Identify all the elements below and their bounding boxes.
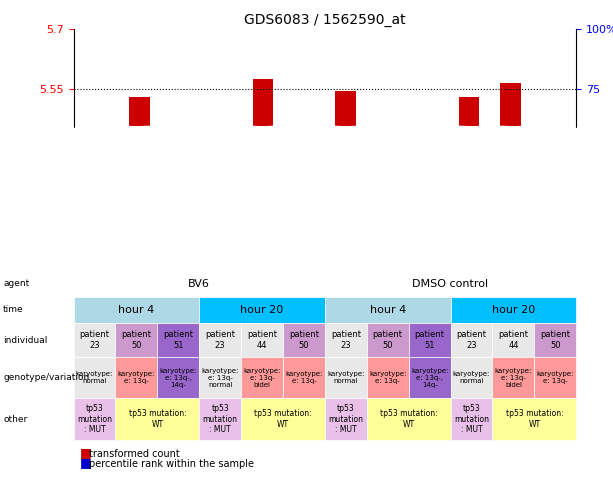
- Bar: [88, 148, 109, 270]
- Text: patient
23: patient 23: [457, 330, 487, 350]
- Text: individual: individual: [3, 336, 47, 344]
- Bar: [211, 184, 232, 270]
- Bar: [541, 174, 562, 270]
- Text: karyotype:
e: 13q-: karyotype: e: 13q-: [536, 371, 574, 384]
- Text: karyotype:
e: 13q-,
14q-: karyotype: e: 13q-, 14q-: [159, 368, 197, 388]
- Text: patient
51: patient 51: [414, 330, 444, 350]
- Text: other: other: [3, 414, 28, 424]
- Text: tp53
mutation
: MUT: tp53 mutation : MUT: [203, 404, 238, 434]
- Text: karyotype:
normal: karyotype: normal: [327, 371, 365, 384]
- Bar: [417, 214, 438, 270]
- Text: patient
23: patient 23: [80, 330, 110, 350]
- Text: patient
50: patient 50: [373, 330, 403, 350]
- Text: tp53
mutation
: MUT: tp53 mutation : MUT: [454, 404, 489, 434]
- Bar: [170, 180, 191, 270]
- Text: karyotype:
e: 13q-
normal: karyotype: e: 13q- normal: [202, 368, 239, 388]
- Text: DMSO control: DMSO control: [413, 279, 489, 288]
- Text: tp53 mutation:
WT: tp53 mutation: WT: [506, 409, 563, 429]
- Title: GDS6083 / 1562590_at: GDS6083 / 1562590_at: [244, 13, 406, 27]
- Text: patient
44: patient 44: [247, 330, 277, 350]
- Text: karyotype:
e: 13q-: karyotype: e: 13q-: [118, 371, 155, 384]
- Text: hour 4: hour 4: [370, 305, 406, 314]
- Text: percentile rank within the sample: percentile rank within the sample: [89, 459, 254, 469]
- Text: patient
23: patient 23: [205, 330, 235, 350]
- Bar: [129, 98, 150, 270]
- Text: karyotype:
e: 13q-: karyotype: e: 13q-: [285, 371, 322, 384]
- Text: tp53
mutation
: MUT: tp53 mutation : MUT: [329, 404, 364, 434]
- Text: karyotype:
e: 13q-,
14q-: karyotype: e: 13q-, 14q-: [411, 368, 448, 388]
- Bar: [294, 224, 314, 270]
- Bar: [335, 91, 356, 270]
- Text: ■: ■: [80, 456, 91, 469]
- Text: BV6: BV6: [188, 279, 210, 288]
- Text: patient
51: patient 51: [163, 330, 193, 350]
- Bar: [500, 83, 520, 270]
- Text: time: time: [3, 305, 24, 314]
- Bar: [459, 98, 479, 270]
- Text: tp53 mutation:
WT: tp53 mutation: WT: [129, 409, 186, 429]
- Bar: [376, 150, 397, 270]
- Text: karyotype:
e: 13q-
bidel: karyotype: e: 13q- bidel: [495, 368, 532, 388]
- Text: patient
50: patient 50: [540, 330, 570, 350]
- Bar: [253, 79, 273, 270]
- Text: karyotype:
e: 13q-: karyotype: e: 13q-: [369, 371, 406, 384]
- Text: tp53 mutation:
WT: tp53 mutation: WT: [380, 409, 438, 429]
- Text: karyotype:
e: 13q-
bidel: karyotype: e: 13q- bidel: [243, 368, 281, 388]
- Text: hour 20: hour 20: [240, 305, 284, 314]
- Text: transformed count: transformed count: [89, 449, 180, 459]
- Text: patient
44: patient 44: [498, 330, 528, 350]
- Text: tp53 mutation:
WT: tp53 mutation: WT: [254, 409, 312, 429]
- Text: hour 4: hour 4: [118, 305, 154, 314]
- Text: hour 20: hour 20: [492, 305, 535, 314]
- Text: karyotype:
normal: karyotype: normal: [453, 371, 490, 384]
- Text: patient
23: patient 23: [331, 330, 361, 350]
- Text: ■: ■: [80, 446, 91, 459]
- Text: agent: agent: [3, 279, 29, 288]
- Text: patient
50: patient 50: [289, 330, 319, 350]
- Text: patient
50: patient 50: [121, 330, 151, 350]
- Text: karyotype:
normal: karyotype: normal: [76, 371, 113, 384]
- Text: tp53
mutation
: MUT: tp53 mutation : MUT: [77, 404, 112, 434]
- Text: genotype/variation: genotype/variation: [3, 373, 89, 383]
